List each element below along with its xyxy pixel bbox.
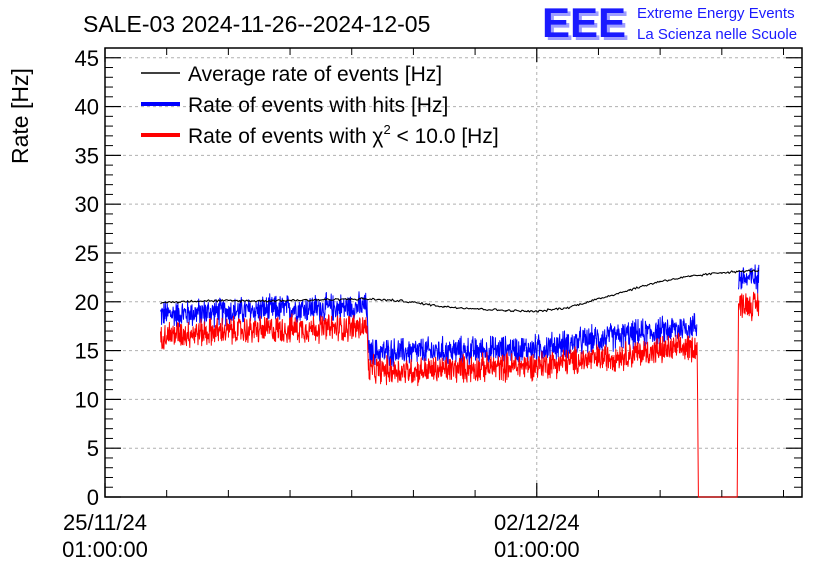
- eee-logo-line2: La Scienza nelle Scuole: [637, 26, 797, 43]
- series-line-chi2: [160, 291, 760, 498]
- x-tick-label-time: 01:00:00: [494, 537, 580, 562]
- series-line-hits: [160, 264, 760, 367]
- y-tick-label: 30: [75, 192, 99, 217]
- axes-layer: 05101520253035404525/11/2401:00:0002/12/…: [62, 46, 802, 562]
- y-tick-label: 0: [87, 485, 99, 510]
- y-tick-label: 25: [75, 241, 99, 266]
- legend: Average rate of events [Hz] Rate of even…: [141, 63, 499, 148]
- x-tick-label-date: 02/12/24: [494, 510, 580, 535]
- chart-title: SALE-03 2024-11-26--2024-12-05: [83, 11, 430, 37]
- y-tick-label: 15: [75, 339, 99, 364]
- y-tick-label: 10: [75, 387, 99, 412]
- series-line-average: [160, 269, 760, 313]
- legend-chi-label: Rate of events with χ2 < 10.0 [Hz]: [188, 122, 499, 148]
- y-axis-label: Rate [Hz]: [7, 68, 33, 164]
- x-tick-label-time: 01:00:00: [62, 537, 148, 562]
- y-tick-label: 45: [75, 46, 99, 71]
- eee-logo-line1: Extreme Energy Events: [637, 5, 795, 22]
- series-layer: [160, 264, 760, 498]
- legend-avg-label: Average rate of events [Hz]: [188, 63, 442, 86]
- y-tick-label: 35: [75, 143, 99, 168]
- y-tick-label: 20: [75, 290, 99, 315]
- legend-hits-label: Rate of events with hits [Hz]: [188, 94, 448, 117]
- legend-chi-suffix: < 10.0 [Hz]: [391, 125, 499, 148]
- eee-logo-letters: EEE: [542, 0, 626, 46]
- legend-chi-sup: 2: [383, 122, 390, 137]
- eee-logo: EEE EEE Extreme Energy Events La Scienza…: [542, 0, 797, 49]
- legend-chi-prefix: Rate of events with χ: [188, 125, 383, 148]
- eee-logo-shadow: EEE: [545, 2, 629, 49]
- x-tick-label-date: 25/11/24: [63, 510, 147, 535]
- y-tick-label: 40: [75, 95, 99, 120]
- y-tick-label: 5: [87, 436, 99, 461]
